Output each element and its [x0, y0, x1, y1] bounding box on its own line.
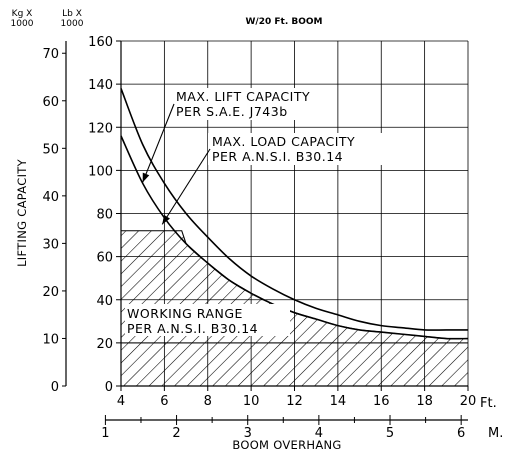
x-axis-title: BOOM OVERHANG — [232, 438, 341, 452]
annotation-1-line-1: PER A.N.S.I. B30.14 — [212, 149, 343, 164]
annotation-1-bg — [208, 133, 384, 165]
series-0-line — [120, 88, 468, 331]
y-tick-label-kg-10: 10 — [42, 332, 59, 347]
annotation-0-bg — [172, 88, 334, 120]
x-tick-label-ft-12: 12 — [286, 394, 303, 409]
x-tick-label-ft-8: 8 — [204, 394, 212, 409]
y-tick-label-lb-120: 120 — [88, 121, 113, 136]
x-tick-label-ft-10: 10 — [243, 394, 260, 409]
annotation-1-text: MAX. LOAD CAPACITY PER A.N.S.I. B30.14 — [212, 134, 355, 164]
annotation-1-arrow-head — [162, 214, 170, 225]
y-tick-label-lb-20: 20 — [96, 337, 113, 352]
annotation-0-arrow-shaft — [142, 103, 175, 183]
y-axis-title: LIFTING CAPACITY — [15, 158, 29, 267]
y-tick-label-kg-70: 70 — [42, 47, 59, 62]
annotation-0-line-0: MAX. LIFT CAPACITY — [176, 89, 310, 104]
x-tick-label-m-4: 4 — [315, 426, 323, 441]
annotation-1-line-0: MAX. LOAD CAPACITY — [212, 134, 355, 149]
x-tick-label-ft-20: 20 — [460, 394, 477, 409]
working-range-label-line2: PER A.N.S.I. B30.14 — [127, 321, 258, 336]
y-tick-label-kg-30: 30 — [42, 237, 59, 252]
x-tick-label-m-5: 5 — [386, 426, 394, 441]
y-tick-label-lb-40: 40 — [96, 294, 113, 309]
y-tick-label-lb-80: 80 — [96, 208, 113, 223]
x-tick-label-ft-6: 6 — [160, 394, 168, 409]
x-tick-label-m-6: 6 — [457, 426, 465, 441]
x-tick-label-m-2: 2 — [172, 426, 180, 441]
working-range-area — [121, 230, 468, 386]
x-tick-label-m-1: 1 — [101, 426, 109, 441]
y-tick-label-kg-20: 20 — [42, 285, 59, 300]
x-unit-ft: Ft. — [480, 396, 497, 411]
capacity-curves — [120, 88, 469, 340]
x-tick-label-ft-14: 14 — [330, 394, 347, 409]
y-tick-label-lb-0: 0 — [105, 380, 113, 395]
x-tick-label-ft-18: 18 — [416, 394, 433, 409]
annotation-0-arrow-head — [142, 172, 150, 183]
annotation-0-text: MAX. LIFT CAPACITY PER S.A.E. J743b — [176, 89, 310, 119]
working-range-label-bg — [125, 304, 290, 336]
x-tick-label-ft-16: 16 — [373, 394, 390, 409]
x-tick-label-ft-4: 4 — [117, 394, 125, 409]
working-range-label: WORKING RANGE PER A.N.S.I. B30.14 — [127, 306, 258, 336]
lb-unit-label: Lb X 1000 — [61, 9, 84, 29]
y-tick-label-lb-140: 140 — [88, 78, 113, 93]
x-tick-label-m-3: 3 — [244, 426, 252, 441]
kg-unit-label: Kg X 1000 — [11, 9, 34, 29]
chart-title: W/20 Ft. BOOM — [246, 17, 323, 27]
y-tick-label-lb-160: 160 — [88, 35, 113, 50]
annotation-0-line-1: PER S.A.E. J743b — [176, 104, 288, 119]
series-1-line — [120, 135, 469, 340]
y-tick-label-kg-0: 0 — [51, 380, 59, 395]
y-tick-label-kg-50: 50 — [42, 142, 59, 157]
x-unit-m: M. — [488, 426, 503, 441]
y-tick-label-kg-40: 40 — [42, 190, 59, 205]
y-tick-label-lb-60: 60 — [96, 251, 113, 266]
annotation-1-arrow-shaft — [161, 148, 211, 225]
y-tick-label-lb-100: 100 — [88, 164, 113, 179]
working-range-label-line1: WORKING RANGE — [127, 306, 243, 321]
y-tick-label-kg-60: 60 — [42, 95, 59, 110]
